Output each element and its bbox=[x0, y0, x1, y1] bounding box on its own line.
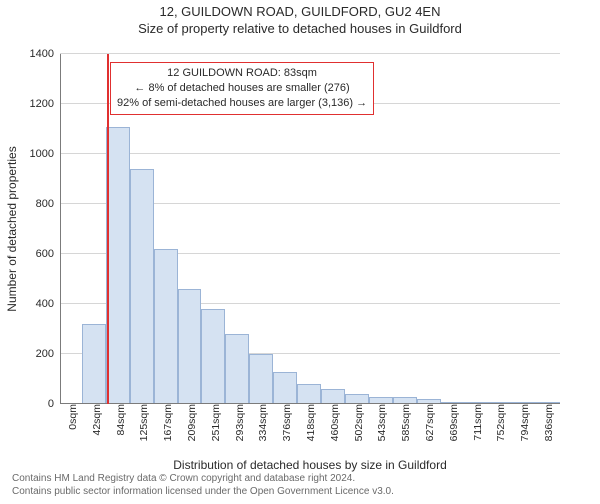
y-tick-label: 400 bbox=[36, 298, 60, 310]
x-tick-label: 251sqm bbox=[208, 404, 222, 441]
x-tick-label: 167sqm bbox=[160, 404, 174, 441]
annotation-line-3: 92% of semi-detached houses are larger (… bbox=[117, 96, 367, 111]
x-axis-label: Distribution of detached houses by size … bbox=[173, 458, 447, 472]
x-tick-label: 836sqm bbox=[541, 404, 555, 441]
y-tick-label: 1000 bbox=[30, 148, 60, 160]
chart: Number of detached properties Distributi… bbox=[60, 54, 560, 404]
x-tick-label: 125sqm bbox=[136, 404, 150, 441]
bar bbox=[249, 354, 273, 404]
x-tick-label: 460sqm bbox=[327, 404, 341, 441]
x-tick-label: 669sqm bbox=[446, 404, 460, 441]
bar bbox=[273, 372, 297, 405]
x-tick-label: 209sqm bbox=[184, 404, 198, 441]
page-title: 12, GUILDOWN ROAD, GUILDFORD, GU2 4EN bbox=[0, 4, 600, 19]
bar bbox=[154, 249, 178, 404]
footer-line-2: Contains public sector information licen… bbox=[12, 485, 394, 498]
bar bbox=[225, 334, 249, 404]
y-axis-line bbox=[60, 54, 61, 404]
x-tick-label: 418sqm bbox=[303, 404, 317, 441]
y-tick-label: 600 bbox=[36, 248, 60, 260]
x-tick-label: 627sqm bbox=[422, 404, 436, 441]
bar bbox=[201, 309, 225, 404]
x-tick-label: 42sqm bbox=[89, 404, 103, 436]
x-tick-label: 84sqm bbox=[113, 404, 127, 436]
y-tick-label: 0 bbox=[48, 398, 60, 410]
x-tick-label: 502sqm bbox=[351, 404, 365, 441]
bar bbox=[178, 289, 202, 404]
x-tick-label: 794sqm bbox=[517, 404, 531, 441]
annotation-line-1: 12 GUILDOWN ROAD: 83sqm bbox=[117, 66, 367, 81]
subject-marker bbox=[107, 54, 109, 404]
bar bbox=[297, 384, 321, 404]
bar bbox=[321, 389, 345, 404]
x-tick-label: 752sqm bbox=[493, 404, 507, 441]
x-tick-label: 711sqm bbox=[470, 404, 484, 441]
y-axis-label: Number of detached properties bbox=[5, 146, 19, 311]
x-tick-label: 585sqm bbox=[398, 404, 412, 441]
y-tick-label: 1200 bbox=[30, 98, 60, 110]
y-tick-label: 200 bbox=[36, 348, 60, 360]
annotation-line-2: ← 8% of detached houses are smaller (276… bbox=[117, 81, 367, 96]
page-subtitle: Size of property relative to detached ho… bbox=[0, 21, 600, 36]
bar bbox=[130, 169, 154, 404]
y-tick-label: 800 bbox=[36, 198, 60, 210]
footer: Contains HM Land Registry data © Crown c… bbox=[12, 472, 394, 498]
plot-area: 0200400600800100012001400 12 GUILDOWN RO… bbox=[60, 54, 560, 404]
annotation-box: 12 GUILDOWN ROAD: 83sqm ← 8% of detached… bbox=[110, 62, 374, 115]
x-tick-label: 334sqm bbox=[255, 404, 269, 441]
x-tick-label: 543sqm bbox=[374, 404, 388, 441]
footer-line-1: Contains HM Land Registry data © Crown c… bbox=[12, 472, 394, 485]
x-tick-label: 376sqm bbox=[279, 404, 293, 441]
y-tick-label: 1400 bbox=[30, 48, 60, 60]
x-tick-label: 293sqm bbox=[232, 404, 246, 441]
x-tick-label: 0sqm bbox=[65, 404, 79, 430]
bar bbox=[106, 127, 130, 405]
bar bbox=[82, 324, 106, 404]
